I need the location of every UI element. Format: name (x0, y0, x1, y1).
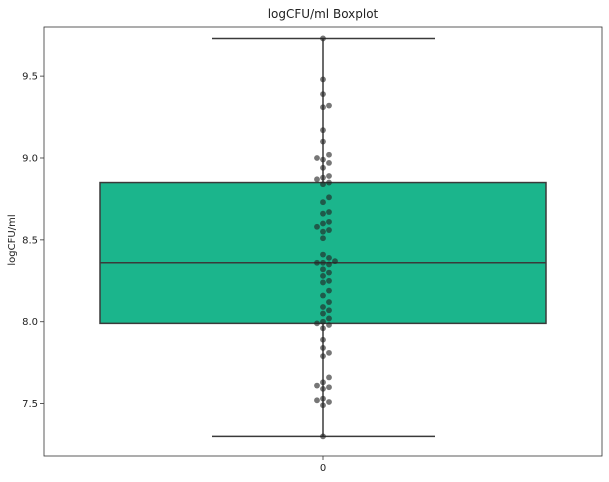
data-point (314, 223, 320, 230)
y-tick-label: 8.5 (22, 235, 38, 246)
data-point (326, 349, 332, 356)
data-point (326, 218, 332, 225)
data-point (320, 259, 326, 266)
data-point (326, 269, 332, 276)
data-point (326, 194, 332, 201)
y-axis-label: logCFU/ml (7, 214, 18, 265)
data-point (320, 174, 326, 181)
y-tick-label: 9.5 (22, 72, 38, 83)
data-point (320, 318, 326, 325)
data-point (320, 35, 326, 42)
data-point (320, 156, 326, 163)
data-point (326, 209, 332, 215)
data-point (320, 228, 326, 235)
data-point (320, 181, 326, 188)
data-point (320, 251, 326, 258)
data-point (320, 104, 326, 111)
data-point (320, 336, 326, 343)
data-point (320, 304, 326, 310)
data-point (320, 379, 326, 386)
data-point (326, 299, 332, 305)
data-point (326, 315, 332, 322)
data-point (326, 261, 332, 268)
data-point (326, 254, 332, 261)
data-point (326, 151, 332, 158)
data-point (320, 91, 326, 98)
data-point (320, 235, 326, 242)
y-tick-label: 8.0 (22, 317, 38, 328)
data-point (320, 127, 326, 134)
x-tick-label: 0 (320, 463, 326, 474)
data-point (320, 325, 326, 332)
data-point (320, 385, 326, 392)
data-point (314, 382, 320, 389)
data-point (320, 220, 326, 227)
y-tick-label: 7.5 (22, 399, 38, 410)
data-point (320, 345, 326, 351)
chart-title: logCFU/ml Boxplot (268, 7, 379, 21)
data-point (326, 322, 332, 328)
data-point (314, 320, 320, 327)
data-point (326, 384, 332, 391)
plot-area: 7.5 8.0 8.5 9.0 9.5 0 (22, 26, 603, 474)
data-point (314, 176, 320, 183)
data-point (326, 227, 332, 233)
data-point (326, 277, 332, 284)
data-point (314, 155, 320, 161)
data-point (320, 279, 326, 286)
data-point (326, 173, 332, 179)
data-point (320, 210, 326, 217)
data-point (326, 399, 332, 405)
data-point (314, 259, 320, 266)
data-point (332, 258, 338, 265)
data-point (326, 307, 332, 314)
data-point (320, 402, 326, 409)
data-point (314, 397, 320, 404)
data-point (326, 287, 332, 294)
data-point (320, 138, 326, 145)
data-point (320, 310, 326, 317)
data-point (320, 292, 326, 299)
data-point (326, 160, 332, 166)
data-point (320, 76, 326, 83)
data-point (320, 164, 326, 171)
data-point (320, 272, 326, 279)
y-tick-label: 9.0 (22, 153, 38, 164)
data-point (320, 433, 326, 440)
data-point (326, 179, 332, 186)
data-point (320, 395, 326, 402)
data-point (320, 199, 326, 206)
data-point (326, 374, 332, 381)
data-point (326, 102, 332, 109)
data-point (320, 266, 326, 273)
data-point (320, 353, 326, 360)
